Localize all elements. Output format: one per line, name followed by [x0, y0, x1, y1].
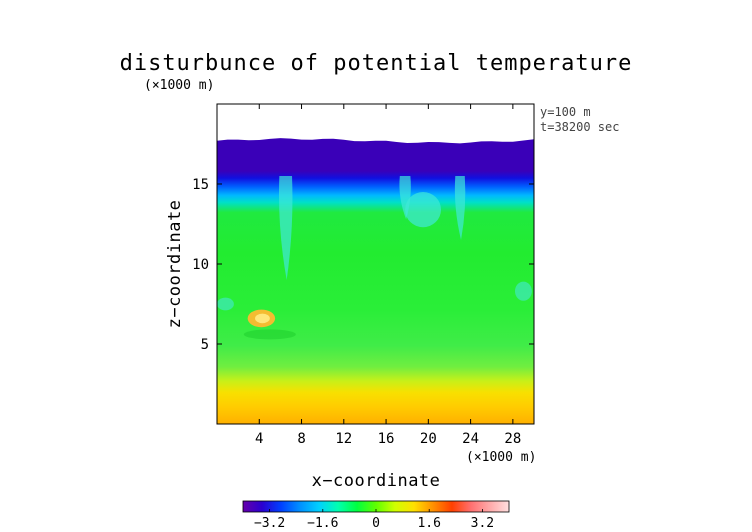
- y-tick-label: 10: [192, 257, 209, 273]
- field-features: [217, 176, 532, 340]
- chart-title: disturbunce of potential temperature: [120, 51, 633, 76]
- cool-eddy-4: [405, 192, 442, 228]
- colorbar-ticks: −3.2 −1.6 0 1.6 3.2: [254, 509, 494, 531]
- colorbar-tick-label: 1.6: [417, 516, 440, 531]
- colorbar-tick-label: 3.2: [471, 516, 494, 531]
- cool-patch-6: [217, 297, 234, 311]
- y-tick-label: 5: [201, 337, 209, 353]
- y-unit-label: (×1000 m): [144, 78, 214, 93]
- x-tick-label: 20: [420, 431, 437, 447]
- x-tick-label: 24: [462, 431, 479, 447]
- x-tick-label: 8: [297, 431, 305, 447]
- cool-plume-2: [278, 176, 293, 280]
- time-annotation: t=38200 sec: [540, 120, 619, 134]
- cool-patch-7: [514, 281, 532, 301]
- y-slice-annotation: y=100 m: [540, 105, 591, 119]
- x-tick-label: 16: [378, 431, 395, 447]
- green-contour: [243, 329, 296, 340]
- y-axis-label: z−coordinate: [165, 200, 185, 329]
- colorbar-tick-label: 0: [372, 516, 380, 531]
- x-tick-label: 4: [255, 431, 263, 447]
- colorbar-tick-label: −3.2: [254, 516, 285, 531]
- y-axis-ticks: 5 10 15: [192, 177, 534, 353]
- x-axis-ticks: 4 8 12 16 20 24 28: [255, 104, 521, 447]
- colorbar: −3.2 −1.6 0 1.6 3.2: [242, 500, 510, 531]
- plot-area: [217, 104, 534, 424]
- warm-core-1: [255, 313, 270, 324]
- colorbar-tick-label: −1.6: [307, 516, 338, 531]
- x-unit-label: (×1000 m): [466, 450, 536, 465]
- cool-plume-5: [454, 176, 466, 240]
- x-tick-label: 12: [335, 431, 352, 447]
- x-tick-label: 28: [504, 431, 521, 447]
- x-axis-label: x−coordinate: [312, 471, 441, 491]
- y-tick-label: 15: [192, 177, 209, 193]
- temperature-field: [217, 138, 534, 424]
